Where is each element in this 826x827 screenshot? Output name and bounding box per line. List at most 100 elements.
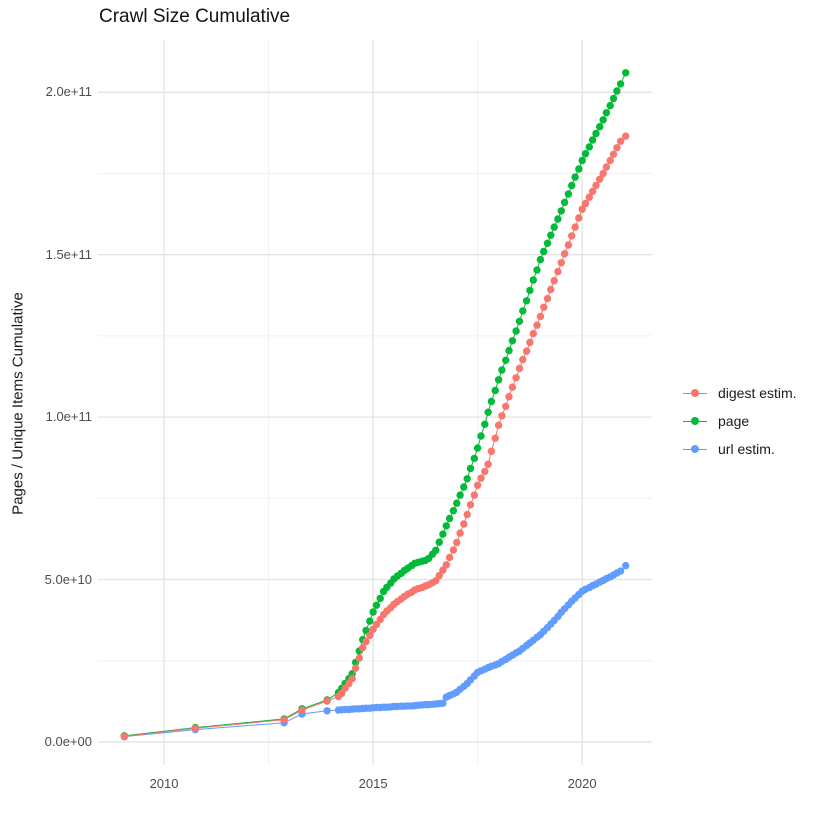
x-tick-label: 2020 bbox=[567, 776, 597, 791]
data-point-page bbox=[477, 432, 485, 440]
data-point-page bbox=[449, 507, 458, 515]
data-point-digest-estim bbox=[622, 132, 630, 140]
data-point-page bbox=[571, 173, 579, 181]
data-point-digest-estim bbox=[359, 644, 367, 652]
data-point-digest-estim bbox=[473, 481, 482, 489]
data-point-page bbox=[592, 129, 600, 138]
data-point-page bbox=[581, 150, 590, 158]
data-point-page bbox=[526, 286, 534, 295]
y-tick-label: 1.0e+11 bbox=[45, 409, 92, 425]
data-point-page bbox=[502, 356, 510, 364]
data-point-digest-estim bbox=[505, 393, 513, 401]
legend-label: url estim. bbox=[718, 441, 775, 457]
data-point-digest-estim bbox=[522, 347, 531, 355]
data-point-digest-estim bbox=[536, 312, 545, 321]
data-point-digest-estim bbox=[442, 561, 450, 569]
data-point-page bbox=[491, 386, 499, 395]
data-point-url-estim bbox=[439, 699, 447, 707]
data-point-page bbox=[460, 483, 468, 491]
data-point-digest-estim bbox=[298, 706, 306, 714]
data-point-digest-estim bbox=[348, 674, 356, 683]
data-point-digest-estim bbox=[599, 169, 607, 178]
data-point-digest-estim bbox=[435, 571, 443, 580]
y-tick-label: 2.0e+11 bbox=[45, 84, 92, 100]
legend-key-url-estim-icon bbox=[683, 444, 707, 454]
data-point-digest-estim bbox=[487, 447, 496, 455]
data-point-digest-estim bbox=[616, 137, 625, 145]
y-tick-label: 1.5e+11 bbox=[45, 246, 92, 262]
data-point-page bbox=[445, 514, 454, 523]
data-point-page bbox=[519, 307, 527, 315]
data-point-page bbox=[547, 231, 555, 239]
data-point-digest-estim bbox=[460, 520, 468, 528]
data-point-page bbox=[473, 444, 482, 452]
data-point-page bbox=[484, 408, 492, 416]
data-point-page bbox=[466, 464, 475, 473]
data-point-digest-estim bbox=[366, 631, 374, 640]
data-point-digest-estim bbox=[484, 460, 492, 468]
data-point-digest-estim bbox=[564, 241, 573, 249]
data-point-digest-estim bbox=[456, 529, 464, 537]
data-point-page bbox=[557, 207, 565, 215]
data-point-digest-estim bbox=[470, 491, 478, 499]
legend-label: digest estim. bbox=[718, 385, 797, 401]
data-point-digest-estim bbox=[512, 374, 520, 382]
data-point-page bbox=[606, 101, 614, 110]
data-point-digest-estim bbox=[453, 538, 461, 547]
data-point-page bbox=[470, 454, 478, 463]
data-point-digest-estim bbox=[508, 383, 517, 391]
data-point-digest-estim bbox=[613, 144, 621, 152]
data-point-page bbox=[588, 136, 597, 144]
data-point-page bbox=[463, 475, 471, 483]
data-point-page bbox=[453, 499, 461, 507]
data-point-page bbox=[366, 617, 374, 625]
data-point-page bbox=[560, 198, 569, 207]
legend-key-page-icon bbox=[683, 416, 707, 426]
data-point-page bbox=[522, 297, 531, 305]
data-point-digest-estim bbox=[554, 267, 562, 276]
data-point-page bbox=[599, 116, 607, 124]
legend-key-digest-estim-icon bbox=[683, 388, 707, 398]
data-point-digest-estim bbox=[498, 412, 506, 420]
data-point-digest-estim bbox=[323, 697, 331, 705]
data-point-page bbox=[609, 94, 618, 103]
data-point-page bbox=[512, 327, 520, 335]
legend-item-digest-estim: digest estim. bbox=[683, 379, 797, 407]
data-point-page bbox=[515, 317, 524, 325]
data-point-page bbox=[564, 190, 573, 198]
data-point-page bbox=[435, 538, 443, 546]
data-point-digest-estim bbox=[596, 175, 604, 183]
data-point-digest-estim bbox=[481, 467, 489, 476]
data-point-page bbox=[602, 109, 611, 117]
data-point-page bbox=[596, 123, 604, 131]
data-point-digest-estim bbox=[557, 259, 565, 267]
data-point-page bbox=[533, 266, 541, 274]
data-point-url-estim bbox=[323, 707, 331, 715]
data-point-digest-estim bbox=[609, 150, 618, 158]
data-point-digest-estim bbox=[120, 732, 128, 741]
data-point-digest-estim bbox=[449, 546, 458, 554]
data-point-digest-estim bbox=[568, 232, 576, 240]
data-point-page bbox=[494, 376, 503, 384]
data-point-digest-estim bbox=[445, 553, 454, 562]
data-point-page bbox=[540, 247, 548, 256]
data-point-digest-estim bbox=[571, 223, 579, 231]
data-point-digest-estim bbox=[515, 364, 524, 373]
data-point-digest-estim bbox=[519, 355, 527, 364]
data-point-digest-estim bbox=[351, 664, 360, 672]
data-point-digest-estim bbox=[477, 474, 485, 482]
y-tick-label: 0.0e+00 bbox=[44, 733, 92, 749]
data-point-page bbox=[372, 601, 381, 609]
data-point-page bbox=[442, 522, 450, 530]
data-point-digest-estim bbox=[560, 250, 569, 258]
data-point-digest-estim bbox=[529, 329, 537, 338]
data-point-digest-estim bbox=[550, 277, 558, 285]
data-point-digest-estim bbox=[463, 510, 471, 519]
data-point-page bbox=[505, 346, 513, 355]
data-point-digest-estim bbox=[606, 156, 614, 165]
data-point-digest-estim bbox=[466, 501, 475, 509]
data-point-url-estim bbox=[616, 567, 625, 575]
data-point-page bbox=[487, 397, 496, 406]
data-point-page bbox=[616, 80, 625, 88]
